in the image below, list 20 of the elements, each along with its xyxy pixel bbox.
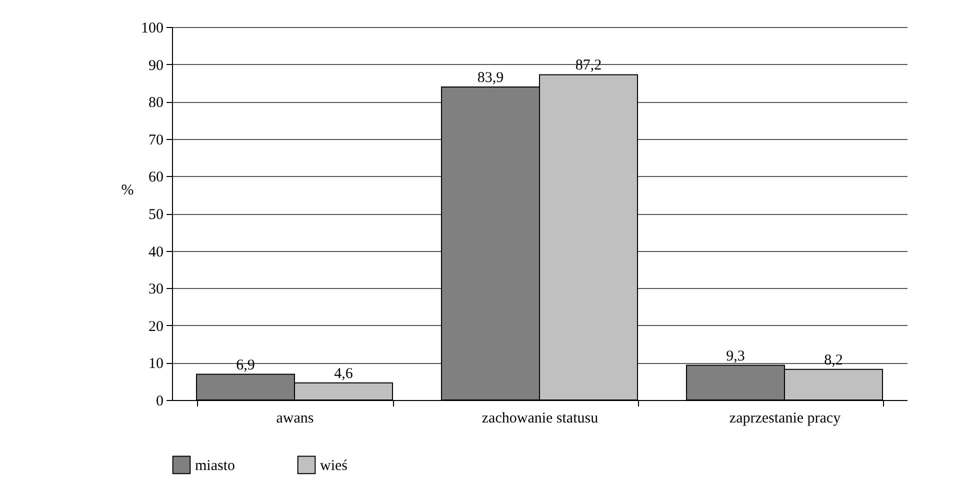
y-tick-label: 0: [156, 394, 164, 410]
legend-label: miasto: [195, 458, 235, 474]
y-tick-label: 10: [148, 356, 164, 372]
y-tick-label: 80: [148, 95, 164, 112]
y-axis-title: %: [121, 182, 134, 198]
data-label: 4,6: [334, 366, 354, 382]
data-label: 83,9: [477, 70, 504, 86]
x-tick-label: awans: [276, 410, 314, 426]
y-tick-label: 100: [141, 20, 164, 36]
x-tick-label: zaprzestanie pracy: [729, 410, 842, 426]
x-tick-label: zachowanie statusu: [482, 410, 599, 426]
y-tick-label: 30: [148, 282, 164, 298]
y-tick-label: 60: [148, 170, 164, 186]
y-tick-label: 50: [148, 207, 164, 223]
y-tick-label: 70: [148, 132, 164, 148]
data-label: 9,3: [726, 348, 745, 364]
y-tick-label: 90: [148, 58, 164, 74]
y-tick-label: 40: [148, 244, 164, 260]
y-tick-label: 20: [148, 318, 164, 335]
legend-label: wieś: [320, 458, 348, 474]
